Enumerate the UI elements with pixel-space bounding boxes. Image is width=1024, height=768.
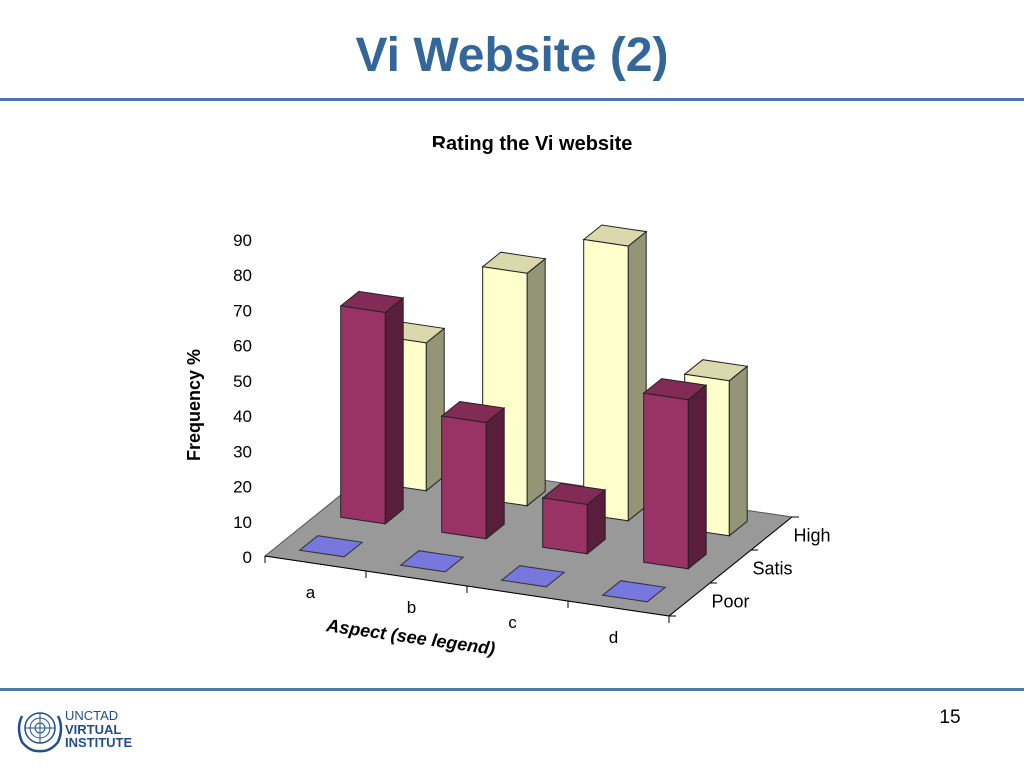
bar-satis-a: [339, 290, 405, 525]
bar-chart-3d: Rating the Vi website 0 10 20 30 40 50 60 70 80 9…: [184, 133, 831, 659]
bar-poor-b: [399, 550, 465, 573]
bar-side: [384, 296, 404, 525]
series-label-high: High: [794, 526, 831, 546]
bar-front: [643, 392, 689, 570]
series-axis-line: [668, 516, 793, 617]
y-tick-label-6: 60: [233, 337, 252, 356]
x-tick-label-c: c: [508, 613, 517, 632]
page-number: 15: [939, 707, 961, 728]
series-label-satis: Satis: [753, 559, 793, 579]
x-tick-label-d: d: [609, 628, 618, 647]
y-tick-label-8: 80: [233, 266, 252, 285]
y-tick-label-5: 50: [233, 372, 252, 391]
bar-front: [542, 497, 588, 555]
x-tick-label-a: a: [306, 583, 316, 602]
bar-top: [298, 535, 364, 558]
logo-text-line1: UNCTAD: [65, 708, 118, 723]
top-divider: [0, 98, 1024, 101]
bar-high-c: [582, 224, 648, 522]
bar-top: [601, 580, 667, 603]
y-tick-label-3: 30: [233, 442, 252, 461]
bar-front: [441, 415, 487, 540]
x-tick-label-b: b: [407, 598, 416, 617]
y-tick-label-2: 20: [233, 478, 252, 497]
bar-poor-d: [601, 580, 667, 603]
y-tick-label-0: 0: [243, 548, 252, 567]
bar-top: [500, 565, 566, 588]
bar-side: [526, 257, 546, 507]
bar-poor-c: [500, 565, 566, 588]
y-tick-label-1: 10: [233, 513, 252, 532]
bar-side: [728, 365, 748, 537]
unctad-vi-logo: UNCTAD VIRTUAL INSTITUTE: [17, 708, 132, 753]
bar-satis-c: [541, 482, 607, 555]
bar-top: [399, 550, 465, 573]
bar-side: [485, 407, 505, 540]
y-tick-label-4: 40: [233, 407, 252, 426]
bar-front: [340, 305, 386, 525]
bar-side: [687, 384, 707, 570]
slide-title: Vi Website (2): [355, 29, 669, 82]
bar-satis-d: [642, 378, 708, 570]
y-tick-label-7: 70: [233, 301, 252, 320]
bar-front: [583, 238, 629, 522]
x-axis-label: Aspect (see legend): [324, 615, 496, 659]
bottom-divider: [0, 688, 1024, 691]
series-label-poor: Poor: [712, 592, 750, 612]
y-axis-label: Frequency %: [184, 349, 204, 461]
bar-poor-a: [298, 535, 364, 558]
un-emblem-icon: [17, 712, 63, 753]
category-axis-line: [264, 555, 670, 617]
chart-title: Rating the Vi website: [432, 133, 633, 155]
logo-text-line3: INSTITUTE: [65, 735, 132, 750]
bar-satis-b: [440, 400, 506, 540]
y-tick-label-9: 90: [233, 231, 252, 250]
logo-text-line2: VIRTUAL: [65, 722, 121, 737]
